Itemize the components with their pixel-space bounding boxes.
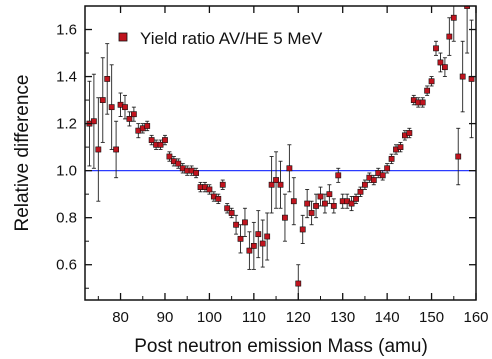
y-tick-label: 1.6 <box>56 22 77 39</box>
data-point <box>237 235 244 242</box>
data-point <box>455 153 462 160</box>
data-point <box>246 247 253 254</box>
data-point <box>193 170 199 176</box>
data-point <box>277 181 284 188</box>
data-layer <box>85 6 476 300</box>
data-point <box>144 123 151 129</box>
x-tick-label: 100 <box>197 309 222 326</box>
x-tick-label: 110 <box>242 309 266 326</box>
data-point <box>317 193 324 200</box>
data-point <box>450 14 457 21</box>
data-point <box>379 172 386 179</box>
data-point <box>464 6 471 9</box>
data-point <box>353 195 359 202</box>
legend-marker <box>118 32 128 42</box>
data-point <box>428 78 435 85</box>
data-point <box>90 118 97 125</box>
data-point <box>233 221 239 228</box>
data-point <box>255 231 262 238</box>
legend: Yield ratio AV/HE 5 MeV <box>118 29 323 48</box>
data-point <box>104 76 111 82</box>
data-point <box>242 219 248 226</box>
data-point <box>268 181 275 188</box>
data-point <box>206 186 213 193</box>
axes-layer: 80 90 100 110 120 130 140 150 160 0.6 0.8 1.0 1.2 1.4… <box>56 5 489 326</box>
data-point <box>424 87 431 94</box>
x-tick-label: 160 <box>463 309 488 326</box>
data-point <box>122 104 128 111</box>
y-tick-label: 1.4 <box>56 69 77 86</box>
data-point <box>326 191 333 198</box>
data-point <box>282 214 288 221</box>
data-point <box>273 177 279 183</box>
data-point <box>437 59 444 66</box>
data-point <box>108 104 115 111</box>
data-point <box>441 64 448 71</box>
data-point <box>322 200 328 207</box>
data-point <box>357 188 364 195</box>
data-point <box>370 177 377 183</box>
x-tick-label: 80 <box>112 309 129 326</box>
x-tick-label: 120 <box>286 309 311 326</box>
data-point <box>295 280 302 287</box>
data-point <box>290 198 297 205</box>
data-point <box>330 203 337 209</box>
data-point <box>433 45 439 52</box>
plot-frame <box>84 5 477 301</box>
data-point <box>459 73 466 80</box>
data-point <box>126 115 133 122</box>
x-tick-label: 150 <box>419 309 444 326</box>
data-point <box>264 233 271 240</box>
data-point <box>286 165 293 172</box>
y-tick-label: 0.8 <box>56 210 77 227</box>
data-point <box>259 240 266 247</box>
data-point <box>219 181 226 188</box>
data-point <box>384 165 391 172</box>
y-tick-label: 0.6 <box>56 257 77 274</box>
x-tick-label: 90 <box>157 309 174 326</box>
data-point <box>406 130 413 136</box>
data-point <box>130 111 137 118</box>
y-tick-label: 1.0 <box>56 163 77 180</box>
data-point <box>250 243 257 249</box>
data-point <box>99 97 106 103</box>
data-point <box>446 33 453 40</box>
x-tick-label: 130 <box>330 309 355 326</box>
data-point <box>419 99 426 106</box>
data-point <box>228 210 235 216</box>
data-point <box>304 200 311 207</box>
x-tick-label: 140 <box>375 309 400 326</box>
legend-label: Yield ratio AV/HE 5 MeV <box>140 29 323 48</box>
data-point <box>215 195 222 202</box>
data-point <box>397 144 404 151</box>
data-point <box>95 146 102 153</box>
data-point <box>162 137 168 143</box>
data-point <box>388 155 395 162</box>
data-point <box>313 203 319 209</box>
data-point <box>308 210 315 216</box>
y-tick-label: 1.2 <box>56 116 77 133</box>
data-point <box>113 146 120 153</box>
data-point <box>299 226 306 233</box>
data-point <box>335 172 342 179</box>
data-point <box>362 181 368 188</box>
x-axis-title: Post neutron emission Mass (amu) <box>134 336 428 357</box>
y-axis-title: Relative difference <box>12 74 33 231</box>
